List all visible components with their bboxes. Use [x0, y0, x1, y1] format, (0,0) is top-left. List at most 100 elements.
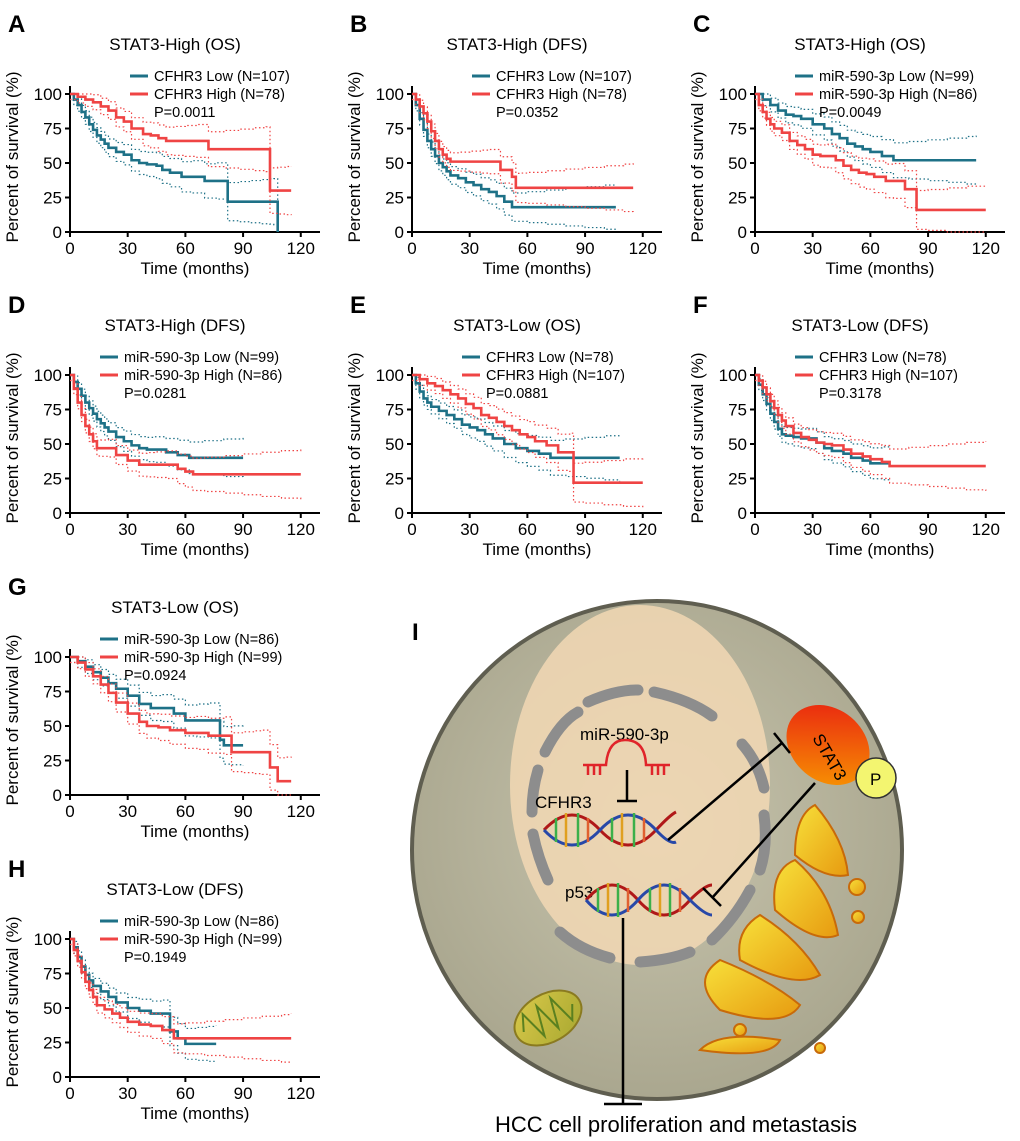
survival-curve-low	[755, 373, 890, 465]
x-axis-label: Time (months)	[483, 540, 592, 559]
x-tick-label: 0	[65, 520, 74, 539]
legend-label-high: miR-590-3p High (N=99)	[124, 932, 282, 948]
phospho-group: P	[855, 757, 897, 799]
x-tick-label: 90	[919, 239, 938, 258]
x-tick-label: 90	[919, 520, 938, 539]
legend-label-low: CFHR3 Low (N=107)	[496, 69, 632, 85]
y-axis-label: Percent of survival (%)	[345, 72, 364, 243]
x-tick-label: 90	[234, 520, 253, 539]
survival-curve-high	[755, 92, 986, 212]
p-value: P=0.1949	[124, 950, 187, 966]
inhibition-cfhr3-to-stat3	[667, 732, 791, 841]
x-tick-label: 120	[629, 239, 657, 258]
x-tick-label: 120	[287, 802, 315, 821]
x-tick-label: 30	[118, 1084, 137, 1103]
x-tick-label: 60	[518, 520, 537, 539]
inhibition-stat3-to-p53	[702, 782, 816, 907]
x-tick-label: 60	[176, 520, 195, 539]
x-tick-label: 120	[287, 520, 315, 539]
y-tick-label: 0	[395, 504, 404, 523]
p-value: P=0.0924	[124, 668, 187, 684]
mirna-label: miR-590-3p	[580, 725, 669, 744]
ci-lower-high	[755, 379, 987, 491]
cfhr3-label: CFHR3	[535, 793, 592, 812]
legend-label-high: miR-590-3p High (N=99)	[124, 650, 282, 666]
chart-title: STAT3-High (OS)	[794, 35, 926, 54]
p-value: P=0.0352	[496, 105, 559, 121]
y-tick-label: 25	[728, 189, 747, 208]
x-tick-label: 0	[407, 239, 416, 258]
x-axis-label: Time (months)	[826, 540, 935, 559]
legend-label-high: CFHR3 High (N=78)	[496, 87, 627, 103]
survival-curve-high	[412, 373, 643, 484]
survival-curve-low	[70, 92, 279, 232]
ci-lower-high	[755, 98, 986, 233]
y-tick-label: 0	[738, 223, 747, 242]
y-tick-label: 75	[728, 120, 747, 139]
p-value: P=0.0011	[154, 105, 215, 121]
km-panel-c: C STAT3-High (OS) 0 30 60 90 120 0 25 50 75 100 Time…	[688, 11, 1005, 278]
y-tick-label: 75	[43, 965, 62, 984]
survival-curve-low	[755, 92, 977, 162]
panel-label-c: C	[693, 11, 710, 38]
panel-label-I: I	[412, 619, 419, 646]
legend-label-low: miR-590-3p Low (N=86)	[124, 914, 279, 930]
km-panel-g: G STAT3-Low (OS) 0 30 60 90 120 0 25 50 75 100 Time …	[3, 574, 320, 841]
cfhr3-dna-helix	[542, 810, 677, 847]
x-tick-label: 30	[460, 239, 479, 258]
y-tick-label: 100	[34, 366, 62, 385]
y-tick-label: 50	[43, 999, 62, 1018]
y-tick-label: 50	[728, 435, 747, 454]
ci-upper-low	[70, 938, 217, 1030]
km-panel-e: E STAT3-Low (OS) 0 30 60 90 120 0 25 50 75 100 Time …	[345, 292, 662, 559]
x-tick-label: 60	[861, 239, 880, 258]
survival-curve-high	[70, 373, 301, 476]
x-axis-label: Time (months)	[141, 822, 250, 841]
ci-upper-low	[412, 374, 621, 441]
legend-label-high: CFHR3 High (N=107)	[819, 368, 958, 384]
y-tick-label: 0	[53, 786, 62, 805]
ci-upper-high	[412, 374, 644, 464]
endoplasmic-reticulum	[697, 803, 866, 1055]
chart-title: STAT3-Low (OS)	[453, 316, 581, 335]
x-tick-label: 120	[972, 520, 1000, 539]
x-tick-label: 90	[234, 802, 253, 821]
x-tick-label: 120	[629, 520, 657, 539]
legend-label-low: CFHR3 Low (N=78)	[819, 350, 947, 366]
y-tick-label: 25	[43, 470, 62, 489]
x-tick-label: 0	[65, 239, 74, 258]
panel-label-g: G	[8, 574, 27, 601]
y-axis-label: Percent of survival (%)	[688, 353, 707, 524]
survival-curve-high	[70, 937, 292, 1040]
x-tick-label: 120	[287, 239, 315, 258]
panel-label-b: B	[350, 11, 367, 38]
ci-upper-high	[70, 938, 292, 1025]
y-tick-label: 50	[43, 154, 62, 173]
x-tick-label: 0	[750, 239, 759, 258]
y-tick-label: 75	[385, 401, 404, 420]
survival-curve-high	[70, 655, 292, 783]
legend-label-low: miR-590-3p Low (N=99)	[819, 69, 974, 85]
y-tick-label: 100	[719, 85, 747, 104]
y-axis-label: Percent of survival (%)	[3, 353, 22, 524]
survival-curve-high	[70, 92, 292, 192]
stat3-protein: STAT3	[786, 705, 870, 785]
x-tick-label: 60	[176, 1084, 195, 1103]
survival-curve-high	[755, 373, 986, 468]
ci-lower-high	[70, 98, 292, 216]
mechanism-diagram: I	[410, 599, 904, 1137]
y-tick-label: 75	[43, 120, 62, 139]
chart-title: STAT3-High (OS)	[109, 35, 241, 54]
ci-lower-high	[70, 661, 292, 796]
y-tick-label: 25	[385, 189, 404, 208]
ci-upper-high	[70, 374, 302, 459]
y-tick-label: 50	[43, 435, 62, 454]
km-panel-a: A STAT3-High (OS) 0 30 60 90 120 0 25 50 75 100 Time…	[3, 11, 320, 278]
mirna-hairpin	[583, 738, 670, 775]
phospho-label: P	[870, 770, 881, 789]
y-tick-label: 25	[43, 189, 62, 208]
chart-title: STAT3-High (DFS)	[446, 35, 587, 54]
y-tick-label: 100	[34, 85, 62, 104]
x-tick-label: 60	[861, 520, 880, 539]
